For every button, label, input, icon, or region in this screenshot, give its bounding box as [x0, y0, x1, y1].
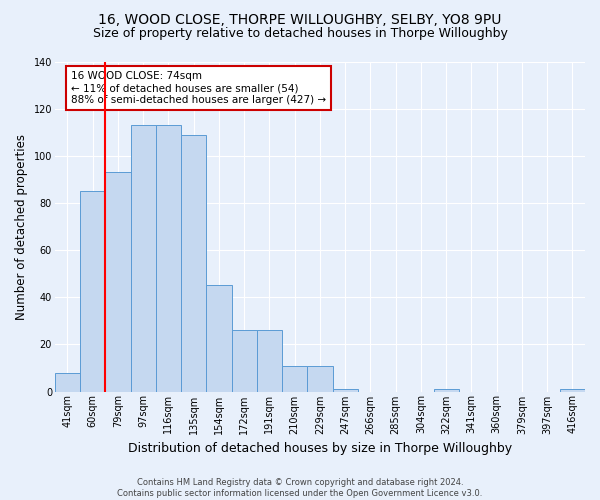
Bar: [206, 286, 232, 392]
Text: 16, WOOD CLOSE, THORPE WILLOUGHBY, SELBY, YO8 9PU: 16, WOOD CLOSE, THORPE WILLOUGHBY, SELBY…: [98, 12, 502, 26]
Bar: [156, 125, 181, 392]
X-axis label: Distribution of detached houses by size in Thorpe Willoughby: Distribution of detached houses by size …: [128, 442, 512, 455]
Bar: [257, 330, 282, 392]
Bar: [181, 134, 206, 392]
Bar: [232, 330, 257, 392]
Text: Contains HM Land Registry data © Crown copyright and database right 2024.
Contai: Contains HM Land Registry data © Crown c…: [118, 478, 482, 498]
Bar: [106, 172, 131, 392]
Bar: [560, 389, 585, 392]
Bar: [80, 191, 106, 392]
Bar: [307, 366, 332, 392]
Text: 16 WOOD CLOSE: 74sqm
← 11% of detached houses are smaller (54)
88% of semi-detac: 16 WOOD CLOSE: 74sqm ← 11% of detached h…: [71, 72, 326, 104]
Bar: [332, 389, 358, 392]
Y-axis label: Number of detached properties: Number of detached properties: [15, 134, 28, 320]
Bar: [434, 389, 459, 392]
Bar: [55, 372, 80, 392]
Bar: [282, 366, 307, 392]
Text: Size of property relative to detached houses in Thorpe Willoughby: Size of property relative to detached ho…: [92, 28, 508, 40]
Bar: [131, 125, 156, 392]
